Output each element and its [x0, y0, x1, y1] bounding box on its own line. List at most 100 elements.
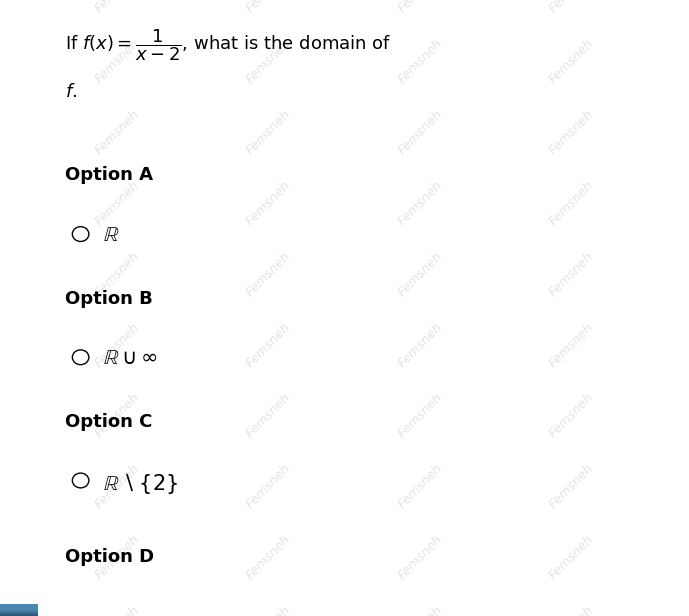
- Text: Femsneh: Femsneh: [395, 604, 445, 616]
- Bar: [0, 607, 38, 614]
- Bar: [0, 605, 38, 611]
- Bar: [0, 606, 38, 612]
- Bar: [0, 610, 38, 616]
- Text: Femsneh: Femsneh: [547, 108, 597, 157]
- Bar: [0, 606, 38, 612]
- Bar: [0, 604, 38, 610]
- Text: $\mathbb{R}\cup\infty$: $\mathbb{R}\cup\infty$: [103, 348, 158, 368]
- Bar: [0, 606, 38, 612]
- Bar: [0, 607, 38, 613]
- Bar: [0, 606, 38, 612]
- Text: Femsneh: Femsneh: [395, 179, 445, 228]
- Text: Femsneh: Femsneh: [395, 533, 445, 582]
- Text: If $f(x) = \dfrac{1}{x-2}$, what is the domain of: If $f(x) = \dfrac{1}{x-2}$, what is the …: [65, 28, 392, 63]
- Text: Femsneh: Femsneh: [547, 320, 597, 370]
- Text: Femsneh: Femsneh: [395, 108, 445, 157]
- Bar: [0, 610, 38, 616]
- Text: Femsneh: Femsneh: [244, 249, 294, 299]
- Text: Femsneh: Femsneh: [92, 320, 142, 370]
- Bar: [0, 606, 38, 612]
- Bar: [0, 609, 38, 615]
- Bar: [0, 609, 38, 615]
- Text: Femsneh: Femsneh: [244, 604, 294, 616]
- Text: Femsneh: Femsneh: [92, 37, 142, 86]
- Bar: [0, 609, 38, 615]
- Bar: [0, 609, 38, 615]
- Bar: [0, 607, 38, 613]
- Bar: [0, 606, 38, 612]
- Bar: [0, 607, 38, 614]
- Bar: [0, 610, 38, 616]
- Text: Femsneh: Femsneh: [395, 37, 445, 86]
- Text: Femsneh: Femsneh: [547, 604, 597, 616]
- Bar: [0, 606, 38, 612]
- Bar: [0, 607, 38, 613]
- Bar: [0, 609, 38, 615]
- Bar: [0, 608, 38, 614]
- Bar: [0, 609, 38, 615]
- Bar: [0, 604, 38, 610]
- Bar: [0, 608, 38, 614]
- Bar: [0, 605, 38, 611]
- Text: Femsneh: Femsneh: [244, 320, 294, 370]
- Bar: [0, 606, 38, 612]
- Bar: [0, 607, 38, 613]
- Text: Femsneh: Femsneh: [92, 249, 142, 299]
- Bar: [0, 604, 38, 610]
- Bar: [0, 609, 38, 615]
- Text: Option C: Option C: [65, 413, 153, 431]
- Text: Femsneh: Femsneh: [547, 249, 597, 299]
- Bar: [0, 609, 38, 615]
- Bar: [0, 607, 38, 614]
- Text: Femsneh: Femsneh: [92, 179, 142, 228]
- Bar: [0, 608, 38, 614]
- Bar: [0, 607, 38, 614]
- Bar: [0, 605, 38, 611]
- Bar: [0, 609, 38, 615]
- Bar: [0, 604, 38, 610]
- Text: Femsneh: Femsneh: [244, 533, 294, 582]
- Bar: [0, 605, 38, 611]
- Text: $\mathbb{R}$: $\mathbb{R}$: [103, 225, 120, 245]
- Text: Femsneh: Femsneh: [92, 462, 142, 511]
- Text: Femsneh: Femsneh: [244, 0, 294, 15]
- Bar: [0, 605, 38, 611]
- Bar: [0, 607, 38, 613]
- Bar: [0, 606, 38, 612]
- Text: Femsneh: Femsneh: [395, 320, 445, 370]
- Text: Femsneh: Femsneh: [395, 249, 445, 299]
- Bar: [0, 609, 38, 615]
- Bar: [0, 609, 38, 615]
- Text: Option B: Option B: [65, 290, 153, 307]
- Bar: [0, 608, 38, 614]
- Bar: [0, 609, 38, 615]
- Bar: [0, 607, 38, 613]
- Text: Femsneh: Femsneh: [547, 179, 597, 228]
- Bar: [0, 607, 38, 614]
- Text: Femsneh: Femsneh: [92, 604, 142, 616]
- Text: Femsneh: Femsneh: [92, 391, 142, 440]
- Bar: [0, 607, 38, 614]
- Bar: [0, 606, 38, 612]
- Text: Femsneh: Femsneh: [547, 391, 597, 440]
- Bar: [0, 606, 38, 612]
- Text: $f$.: $f$.: [65, 83, 78, 101]
- Text: $\mathbb{R}\setminus\{2\}$: $\mathbb{R}\setminus\{2\}$: [103, 471, 178, 496]
- Bar: [0, 607, 38, 614]
- Text: Femsneh: Femsneh: [395, 462, 445, 511]
- Bar: [0, 610, 38, 616]
- Bar: [0, 605, 38, 611]
- Bar: [0, 605, 38, 611]
- Text: Femsneh: Femsneh: [244, 37, 294, 86]
- Bar: [0, 608, 38, 614]
- Bar: [0, 609, 38, 615]
- Text: Option D: Option D: [65, 548, 154, 566]
- Bar: [0, 606, 38, 612]
- Bar: [0, 609, 38, 615]
- Bar: [0, 606, 38, 612]
- Bar: [0, 609, 38, 615]
- Text: Femsneh: Femsneh: [244, 108, 294, 157]
- Bar: [0, 608, 38, 614]
- Bar: [0, 606, 38, 612]
- Text: Femsneh: Femsneh: [547, 462, 597, 511]
